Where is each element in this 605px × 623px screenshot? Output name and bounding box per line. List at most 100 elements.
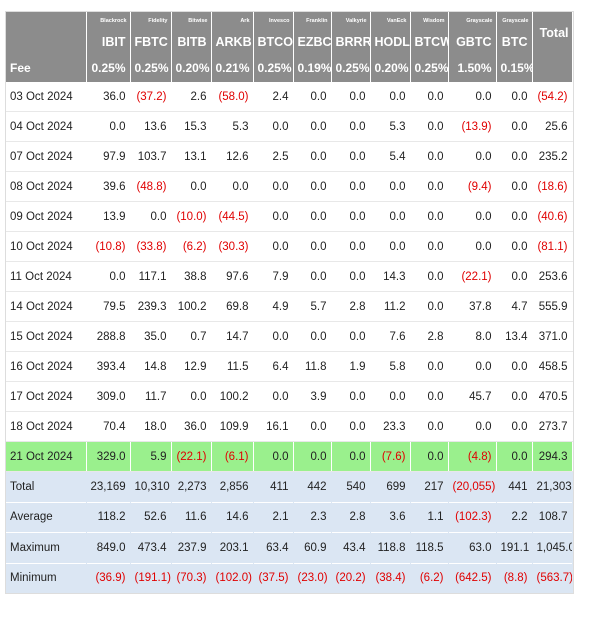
flow-cell: 100.2 [171, 291, 212, 322]
flow-cell: 97.6 [211, 261, 254, 292]
summary-cell: (70.3) [171, 562, 212, 593]
flow-cell: 0.0 [331, 381, 371, 412]
flow-cell: (22.1) [448, 261, 497, 292]
summary-row-minimum: Minimum (36.9) (191.1) (70.3) (102.0) (37.5)(… [6, 562, 573, 593]
flow-cell: 0.0 [331, 441, 371, 472]
summary-cell: (8.8) [496, 562, 533, 593]
row-total-cell: 470.5 [532, 381, 573, 412]
ticker-btc: BTC [496, 30, 533, 54]
flow-cell: 0.0 [331, 261, 371, 292]
flow-cell: 2.6 [171, 82, 212, 112]
flow-cell: 0.0 [496, 351, 533, 382]
date-cell: 10 Oct 2024 [6, 231, 87, 262]
table-row: 11 Oct 2024 0.0 117.1 38.8 97.6 7.9 0.0 0.0 14.3… [6, 261, 573, 292]
summary-cell: (102.0) [211, 562, 254, 593]
summary-cell: 2,856 [211, 471, 254, 502]
table-row: 15 Oct 2024 288.8 35.0 0.7 14.7 0.0 0.0 0.0 7.6 2… [6, 321, 573, 352]
flow-cell: 2.8 [410, 321, 449, 352]
flow-cell: 239.3 [130, 291, 172, 322]
flow-cell: 5.8 [370, 351, 411, 382]
table-row: 18 Oct 2024 70.4 18.0 36.0 109.9 16.1 0.0 0.0 23… [6, 411, 573, 442]
ticker-bitb: BITB [171, 30, 212, 54]
flow-cell: 288.8 [86, 321, 131, 352]
flow-cell: 0.0 [448, 231, 497, 262]
table-row: 09 Oct 2024 13.9 0.0 (10.0) (44.5) 0.0 0.0 0.0 0… [6, 201, 573, 232]
table-row: 16 Oct 2024 393.4 14.8 12.9 11.5 6.4 11.8 1.9 5.… [6, 351, 573, 382]
fee-cell: 0.25% [253, 54, 294, 82]
flow-cell: (7.6) [370, 441, 411, 472]
summary-label: Maximum [6, 532, 87, 563]
flow-cell: 5.3 [211, 111, 254, 142]
flow-cell: 11.5 [211, 351, 254, 382]
flow-cell: 0.0 [410, 111, 449, 142]
flow-cell: 0.0 [410, 82, 449, 112]
flow-cell: 0.0 [448, 141, 497, 172]
summary-cell: 11.6 [171, 501, 212, 533]
flow-cell: 38.8 [171, 261, 212, 292]
flow-cell: 7.6 [370, 321, 411, 352]
row-total-cell: (18.6) [532, 171, 573, 202]
flow-cell: (30.3) [211, 231, 254, 262]
corner-cell [6, 12, 87, 30]
date-cell: 18 Oct 2024 [6, 411, 87, 442]
flow-cell: 4.7 [496, 291, 533, 322]
flow-cell: 103.7 [130, 141, 172, 172]
flow-cell: 14.8 [130, 351, 172, 382]
flow-cell: 0.0 [496, 381, 533, 412]
summary-cell: 849.0 [86, 532, 131, 563]
provider-row: Blackrock Fidelity Bitwise Ark Invesco Frankl… [6, 12, 573, 54]
flow-cell: 13.9 [86, 201, 131, 232]
flow-cell: 0.0 [331, 231, 371, 262]
flow-cell: 0.0 [410, 291, 449, 322]
flow-cell: 6.4 [253, 351, 294, 382]
flow-cell: (13.9) [448, 111, 497, 142]
summary-cell: 2.2 [496, 501, 533, 533]
flow-cell: 0.0 [331, 321, 371, 352]
summary-cell: 63.0 [448, 532, 497, 563]
flow-cell: 0.0 [331, 201, 371, 232]
flow-cell: 0.0 [293, 231, 332, 262]
flow-cell: 5.9 [130, 441, 172, 472]
flow-cell: (6.2) [171, 231, 212, 262]
flow-cell: 0.0 [448, 411, 497, 442]
flow-cell: (58.0) [211, 82, 254, 112]
date-cell: 07 Oct 2024 [6, 141, 87, 172]
ticker-brrr: BRRR [331, 30, 371, 54]
flow-cell: 0.0 [448, 351, 497, 382]
summary-cell: (37.5) [253, 562, 294, 593]
summary-section: Total 23,169 10,310 2,273 2,856 411 442 540 699 2… [6, 471, 573, 593]
flow-cell: 0.0 [496, 411, 533, 442]
flow-cell: 0.0 [253, 111, 294, 142]
ticker-row: IBITFBTCBITBARKBBTCOEZBCBRRRHODLBTCWGBTC… [6, 30, 572, 54]
fee-cell: 0.25% [86, 54, 131, 82]
summary-cell: 2.3 [293, 501, 332, 533]
table-row: 08 Oct 2024 39.6 (48.8) 0.0 0.0 0.0 0.0 0.0 0.0 0… [6, 171, 573, 202]
flow-cell: 7.9 [253, 261, 294, 292]
flow-cell: 16.1 [253, 411, 294, 442]
fee-cell: 0.15% [496, 54, 533, 82]
flow-cell: (10.0) [171, 201, 212, 232]
date-cell: 16 Oct 2024 [6, 351, 87, 382]
flow-cell: 1.9 [331, 351, 371, 382]
total-header: Total [532, 12, 573, 54]
date-cell: 11 Oct 2024 [6, 261, 87, 292]
summary-row-total: Total 23,169 10,310 2,273 2,856 411 442 540 699 2… [6, 471, 573, 502]
summary-cell: 473.4 [130, 532, 172, 563]
flow-cell: 35.0 [130, 321, 172, 352]
summary-cell: (20.2) [331, 562, 371, 593]
flow-cell: 0.0 [410, 141, 449, 172]
flow-cell: 0.0 [86, 261, 131, 292]
summary-row-average: Average 118.2 52.6 11.6 14.6 2.1 2.3 2.8 3.6 1.1(… [6, 501, 573, 533]
flow-cell: 8.0 [448, 321, 497, 352]
flow-cell: (37.2) [130, 82, 172, 112]
table-header: Blackrock Fidelity Bitwise Ark Invesco Frankl… [6, 12, 573, 82]
flow-cell: (4.8) [448, 441, 497, 472]
summary-cell: 118.5 [410, 532, 449, 563]
etf-flows-table: Blackrock Fidelity Bitwise Ark Invesco Frankl… [6, 12, 573, 593]
flow-cell: 0.0 [496, 441, 533, 472]
flow-cell: 0.0 [410, 441, 449, 472]
ticker-btcw: BTCW [410, 30, 449, 54]
flow-cell: (22.1) [171, 441, 212, 472]
flow-cell: 5.4 [370, 141, 411, 172]
summary-cell: (23.0) [293, 562, 332, 593]
